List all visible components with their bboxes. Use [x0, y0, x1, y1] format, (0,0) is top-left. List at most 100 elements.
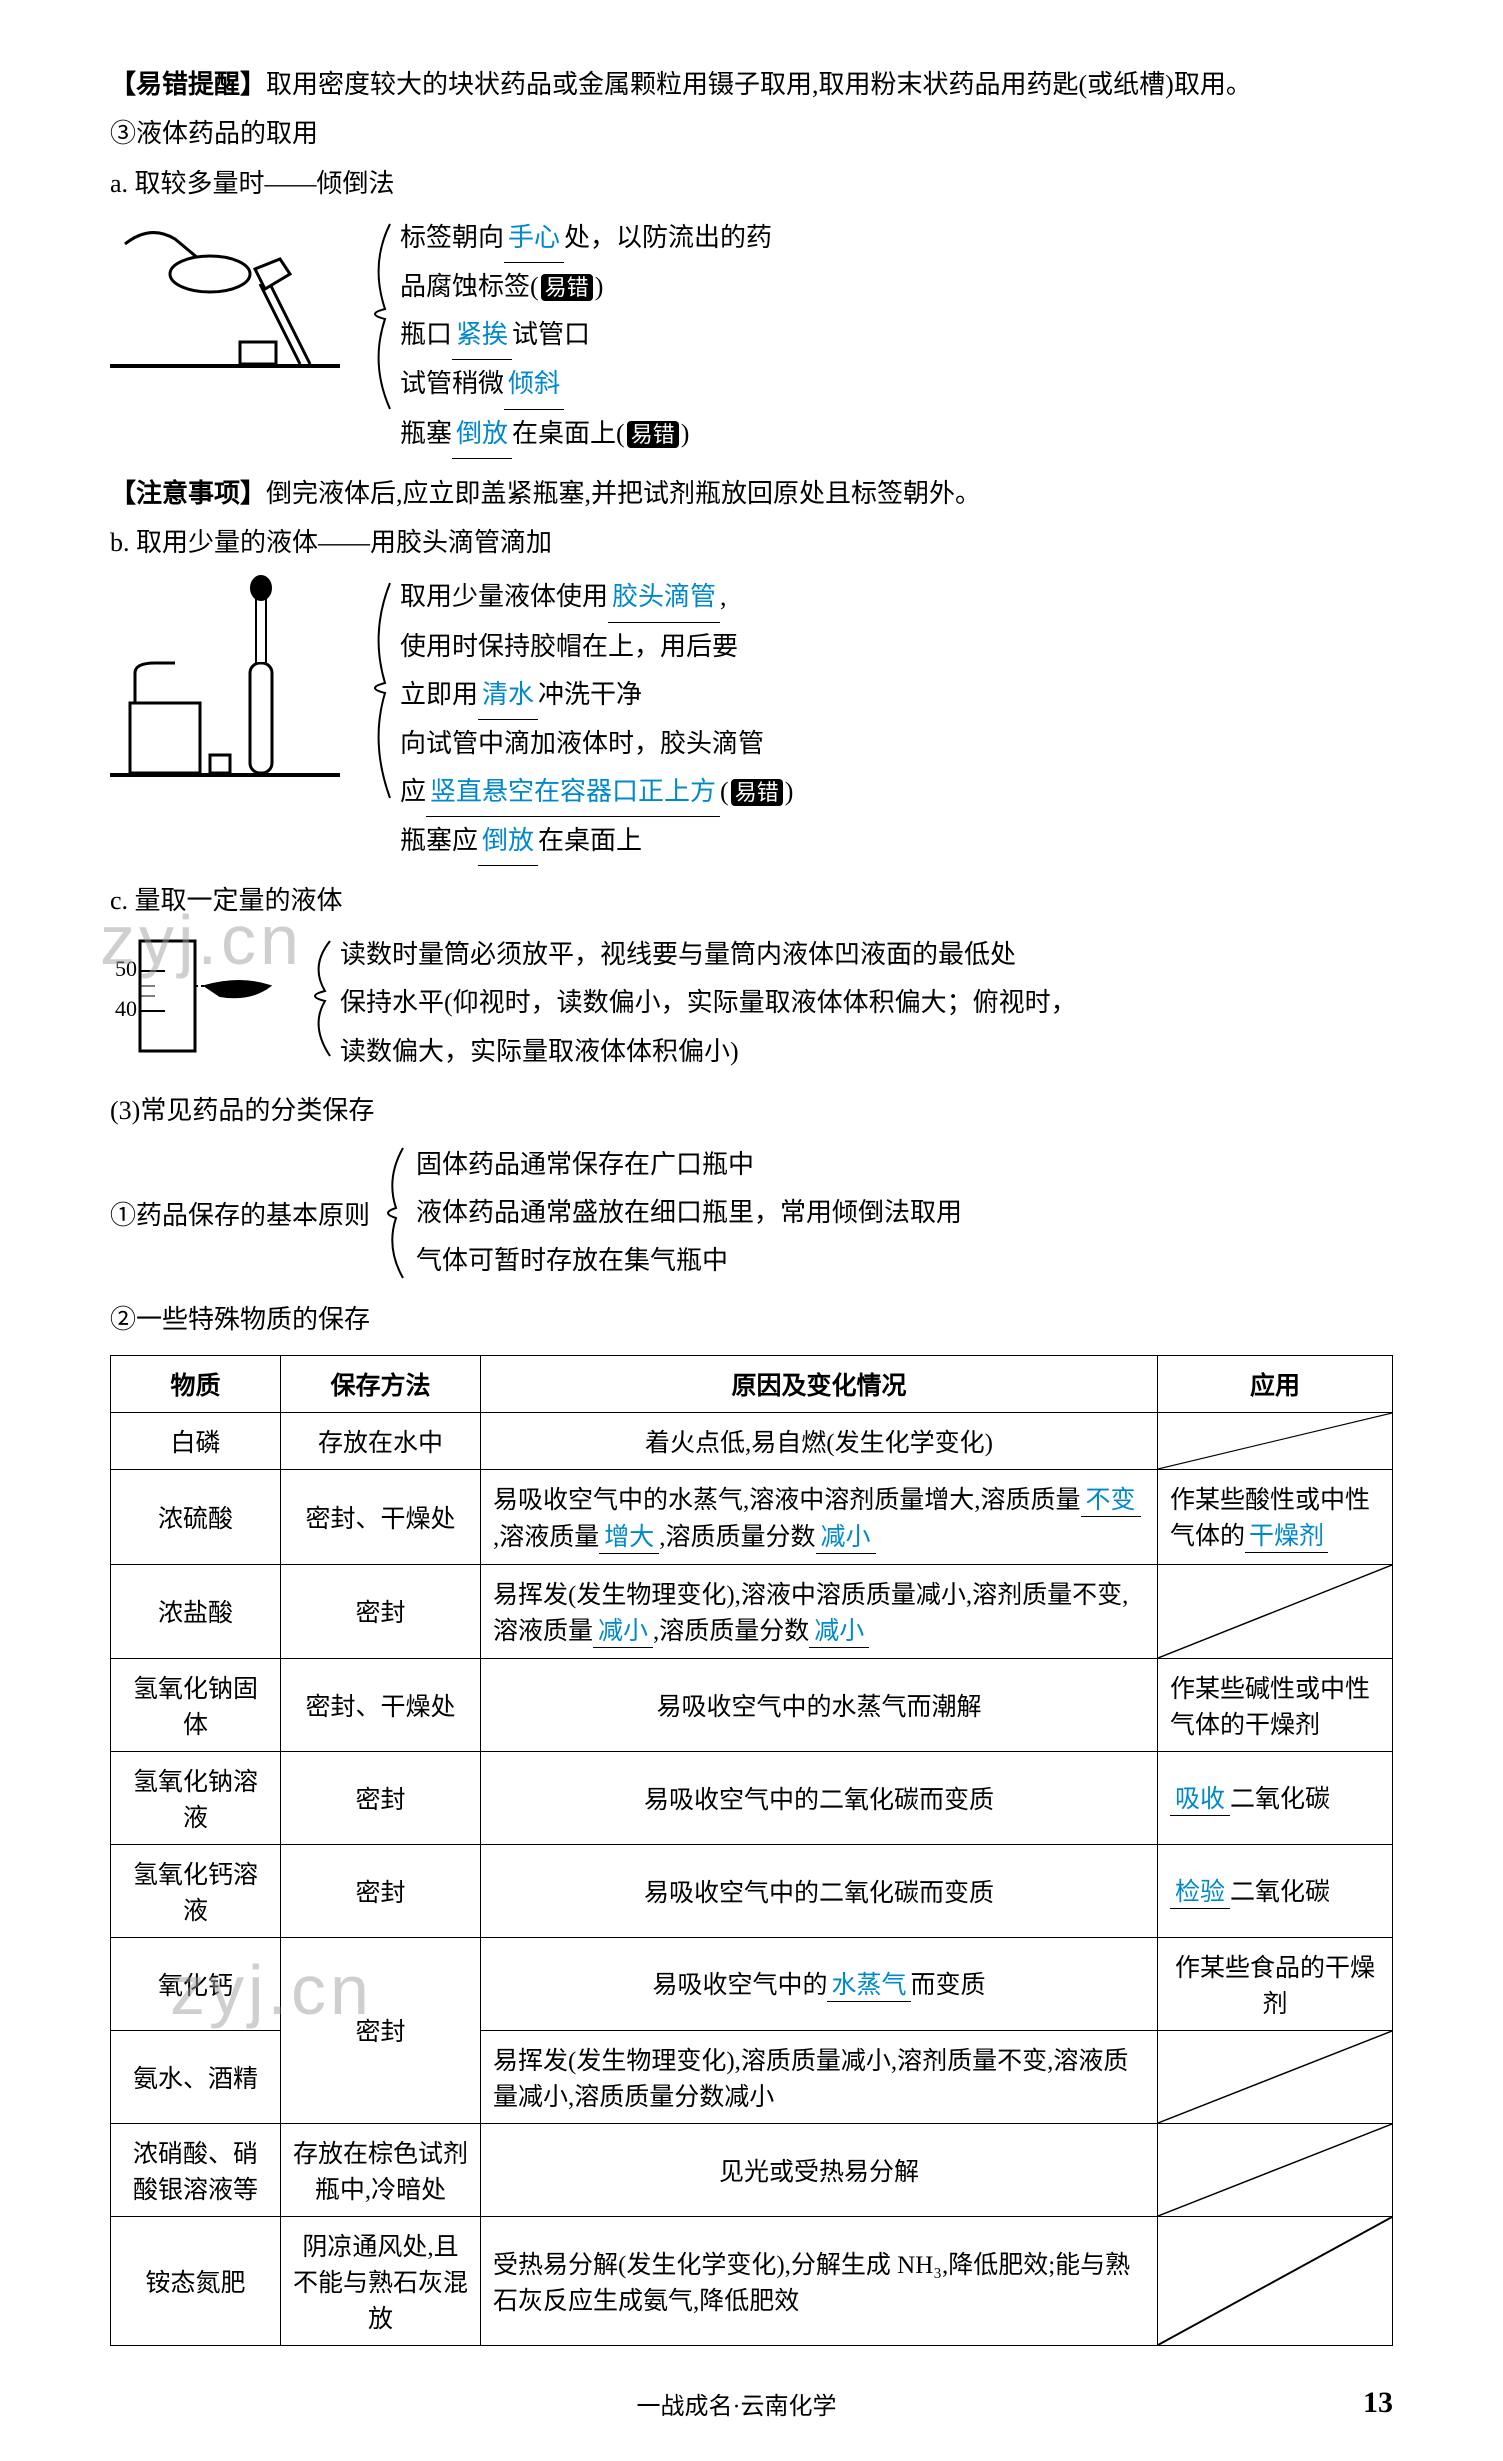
tip-paragraph: 【易错提醒】取用密度较大的块状药品或金属颗粒用镊子取用,取用粉末状药品用药匙(或… [110, 60, 1393, 109]
blank: 倒放 [452, 410, 512, 459]
page-number: 13 [1363, 2386, 1393, 2420]
cell-reason: 见光或受热易分解 [481, 2123, 1158, 2216]
tip-text: 取用密度较大的块状药品或金属颗粒用镊子取用,取用粉末状药品用药匙(或纸槽)取用。 [266, 70, 1252, 99]
cell-diag [1158, 2123, 1393, 2216]
table-row: 氢氧化钙溶液 密封易吸收空气中的二氧化碳而变质 检验二氧化碳 [111, 1844, 1393, 1937]
blank: 检验 [1170, 1872, 1230, 1909]
anno-line: 试管稍微倾斜 [400, 360, 1393, 409]
blank: 清水 [478, 671, 538, 720]
col-app: 应用 [1158, 1355, 1393, 1412]
blank: 倒放 [478, 817, 538, 866]
blank: 竖直悬空在容器口正上方 [426, 768, 720, 817]
cell-reason: 易吸收空气中的水蒸气而变质 [481, 1937, 1158, 2030]
table-row: 氢氧化钠固体 密封、干燥处易吸收空气中的水蒸气而潮解 作某些碱性或中性气体的干燥… [111, 1658, 1393, 1751]
cell-substance: 氢氧化钙溶液 [111, 1844, 281, 1937]
special-title: ②一些特殊物质的保存 [110, 1295, 1393, 1344]
cell-diag [1158, 1412, 1393, 1469]
col-method: 保存方法 [281, 1355, 481, 1412]
table-row: 浓硝酸、硝酸银溶液等 存放在棕色试剂瓶中,冷暗处 见光或受热易分解 [111, 2123, 1393, 2216]
cell-reason: 易吸收空气中的水蒸气,溶液中溶剂质量增大,溶质质量不变,溶液质量增大,溶质质量分… [481, 1469, 1158, 1564]
cell-substance: 浓盐酸 [111, 1564, 281, 1658]
cell-diag [1158, 2216, 1393, 2345]
illustration-cylinder: 50 40 [110, 931, 280, 1061]
cell-substance: 氨水、酒精 [111, 2030, 281, 2123]
footer-center: 一战成名·云南化学 [110, 2386, 1363, 2421]
storage-rules: ①药品保存的基本原则 固体药品通常保存在广口瓶中 液体药品通常盛放在细口瓶里，常… [110, 1141, 1393, 1285]
cell-reason: 易吸收空气中的水蒸气而潮解 [481, 1658, 1158, 1751]
cell-method: 密封 [281, 1564, 481, 1658]
cell-method: 阴凉通风处,且不能与熟石灰混放 [281, 2216, 481, 2345]
cell-app: 作某些食品的干燥剂 [1158, 1937, 1393, 2030]
cell-substance: 氧化钙 [111, 1937, 281, 2030]
anno-line: 应竖直悬空在容器口正上方(易错) [400, 768, 1393, 817]
blank: 减小 [809, 1611, 869, 1648]
cell-substance: 浓硝酸、硝酸银溶液等 [111, 2123, 281, 2216]
storage-table: 物质 保存方法 原因及变化情况 应用 白磷 存放在水中 着火点低,易自燃(发生化… [110, 1355, 1393, 2346]
illustration-pour [110, 214, 340, 414]
anno-line: 瓶塞应倒放在桌面上 [400, 817, 1393, 866]
blank: 增大 [599, 1517, 659, 1554]
col-substance: 物质 [111, 1355, 281, 1412]
table-row: 铵态氮肥 阴凉通风处,且不能与熟石灰混放 受热易分解(发生化学变化),分解生成 … [111, 2216, 1393, 2345]
anno-line: 保持水平(仰视时，读数偏小，实际量取液体体积偏大；俯视时， [340, 979, 1393, 1027]
note-paragraph: 【注意事项】倒完液体后,应立即盖紧瓶塞,并把试剂瓶放回原处且标签朝外。 [110, 469, 1393, 518]
blank: 减小 [593, 1611, 653, 1648]
cell-reason: 受热易分解(发生化学变化),分解生成 NH₃,降低肥效;能与熟石灰反应生成氨气,… [481, 2216, 1158, 2345]
brace-icon [360, 214, 400, 414]
cell-method: 密封、干燥处 [281, 1469, 481, 1564]
anno-line: 立即用清水冲洗干净 [400, 671, 1393, 720]
blank: 水蒸气 [827, 1965, 910, 2002]
cell-app: 作某些碱性或中性气体的干燥剂 [1158, 1658, 1393, 1751]
anno-line: 读数时量筒必须放平，视线要与量筒内液体凹液面的最低处 [340, 931, 1393, 979]
cell-method: 存放在水中 [281, 1412, 481, 1469]
anno-line: 取用少量液体使用胶头滴管, [400, 573, 1393, 622]
cell-reason: 易吸收空气中的二氧化碳而变质 [481, 1844, 1158, 1937]
svg-text:50: 50 [115, 956, 137, 981]
blank: 不变 [1081, 1480, 1141, 1517]
cell-method: 密封 [281, 1751, 481, 1844]
brace-icon [378, 1143, 408, 1283]
anno-line: 瓶口紧挨试管口 [400, 311, 1393, 360]
storage-title: (3)常见药品的分类保存 [110, 1086, 1393, 1135]
cell-reason: 易挥发(发生物理变化),溶质质量减小,溶剂质量不变,溶液质量减小,溶质质量分数减… [481, 2030, 1158, 2123]
note-text: 倒完液体后,应立即盖紧瓶塞,并把试剂瓶放回原处且标签朝外。 [266, 479, 981, 508]
table-row: 浓硫酸 密封、干燥处 易吸收空气中的水蒸气,溶液中溶剂质量增大,溶质质量不变,溶… [111, 1469, 1393, 1564]
table-row: 白磷 存放在水中 着火点低,易自燃(发生化学变化) [111, 1412, 1393, 1469]
badge-yicuo: 易错 [731, 779, 783, 806]
table-row: 氢氧化钠溶液 密封易吸收空气中的二氧化碳而变质 吸收二氧化碳 [111, 1751, 1393, 1844]
anno-line: 读数偏大，实际量取液体体积偏小) [340, 1028, 1393, 1076]
rule-item: 液体药品通常盛放在细口瓶里，常用倾倒法取用 [416, 1189, 962, 1237]
cell-method: 密封 [281, 1844, 481, 1937]
cell-substance: 浓硫酸 [111, 1469, 281, 1564]
blank: 干燥剂 [1245, 1516, 1328, 1553]
cell-app: 检验二氧化碳 [1158, 1844, 1393, 1937]
badge-yicuo: 易错 [541, 274, 593, 301]
illustration-dropper [110, 573, 340, 803]
anno-line: 品腐蚀标签(易错) [400, 263, 1393, 311]
cell-reason: 易吸收空气中的二氧化碳而变质 [481, 1751, 1158, 1844]
subsection-b-label: b. 取用少量的液体——用胶头滴管滴加 [110, 518, 1393, 567]
rule-label: ①药品保存的基本原则 [110, 1195, 378, 1232]
page-footer: 一战成名·云南化学 13 [110, 2386, 1393, 2421]
brace-icon [300, 931, 340, 1061]
rule-item: 气体可暂时存放在集气瓶中 [416, 1237, 962, 1285]
badge-yicuo: 易错 [627, 421, 679, 448]
table-row: 浓盐酸 密封 易挥发(发生物理变化),溶液中溶质质量减小,溶剂质量不变,溶液质量… [111, 1564, 1393, 1658]
anno-line: 标签朝向手心处，以防流出的药 [400, 214, 1393, 263]
table-row: 氧化钙 密封 易吸收空气中的水蒸气而变质 作某些食品的干燥剂 [111, 1937, 1393, 2030]
note-label: 【注意事项】 [110, 479, 266, 508]
rule-item: 固体药品通常保存在广口瓶中 [416, 1141, 962, 1189]
subsection-c-label: c. 量取一定量的液体 [110, 876, 1393, 925]
col-reason: 原因及变化情况 [481, 1355, 1158, 1412]
section-3-title: ③液体药品的取用 [110, 109, 1393, 158]
cell-substance: 铵态氮肥 [111, 2216, 281, 2345]
blank-palm: 手心 [504, 214, 564, 263]
cell-substance: 氢氧化钠溶液 [111, 1751, 281, 1844]
blank: 倾斜 [504, 360, 564, 409]
blank: 吸收 [1170, 1779, 1230, 1816]
anno-line: 瓶塞倒放在桌面上(易错) [400, 410, 1393, 459]
cell-diag [1158, 2030, 1393, 2123]
subsection-a-label: a. 取较多量时——倾倒法 [110, 159, 1393, 208]
cell-app: 作某些酸性或中性气体的干燥剂 [1158, 1469, 1393, 1564]
cell-method: 密封、干燥处 [281, 1658, 481, 1751]
